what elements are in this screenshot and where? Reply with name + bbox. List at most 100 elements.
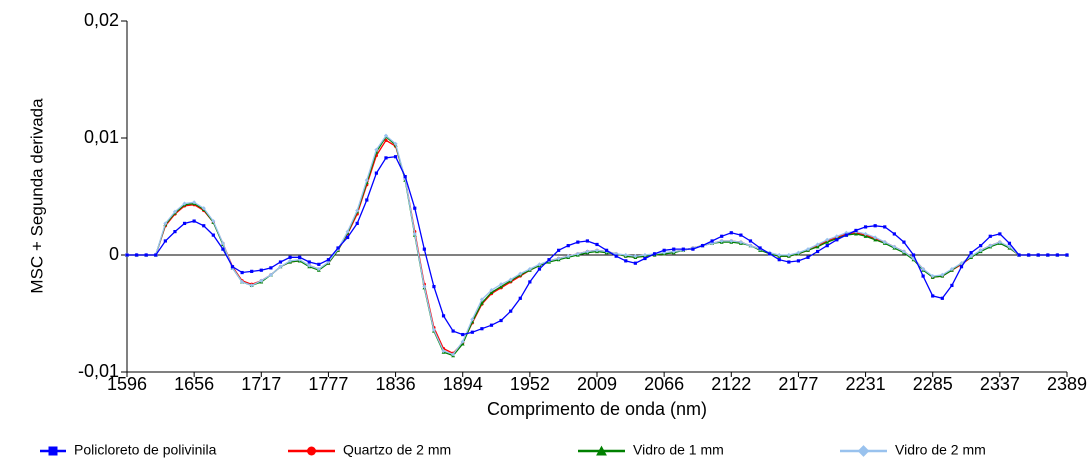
data-point (556, 256, 561, 261)
data-point (873, 235, 878, 240)
data-point (173, 230, 177, 234)
data-point (172, 209, 178, 214)
data-point (355, 208, 360, 213)
data-point (393, 155, 398, 159)
data-point (288, 255, 292, 259)
data-point (499, 284, 504, 289)
data-point (537, 262, 542, 267)
data-point (1017, 253, 1021, 257)
data-point (892, 232, 896, 236)
data-point (163, 239, 167, 243)
data-point (979, 244, 983, 248)
data-point (642, 252, 648, 258)
data-point (575, 251, 580, 256)
data-point (374, 171, 378, 175)
data-point (489, 288, 494, 293)
data-point (278, 264, 283, 269)
data-point (825, 244, 829, 248)
legend-marker (857, 445, 870, 457)
data-point (499, 282, 504, 287)
data-point (240, 270, 244, 275)
data-point (921, 266, 926, 272)
data-point (854, 228, 858, 233)
data-point (422, 247, 426, 251)
data-point (576, 240, 580, 244)
data-point (460, 342, 465, 346)
data-point (978, 248, 983, 253)
data-point (594, 248, 600, 253)
data-point (901, 249, 907, 254)
data-point (134, 253, 139, 257)
data-point (796, 250, 801, 255)
plot-area (127, 21, 1067, 372)
data-point (441, 314, 446, 318)
data-point (499, 318, 503, 323)
data-point (201, 206, 206, 211)
x-tick-label: 2066 (644, 374, 684, 394)
data-point (748, 243, 753, 248)
data-point (738, 240, 743, 245)
data-point (480, 327, 484, 331)
data-point (489, 323, 494, 327)
data-point (652, 252, 657, 256)
data-point (902, 240, 906, 244)
data-point (528, 280, 532, 284)
x-tick-label: 2337 (980, 374, 1020, 394)
data-point (988, 234, 992, 238)
data-point (1036, 253, 1040, 257)
data-point (672, 247, 676, 251)
data-point (940, 296, 944, 300)
data-point (566, 254, 571, 259)
data-point (479, 301, 484, 305)
data-point (163, 221, 168, 226)
data-point (930, 273, 935, 279)
data-point (873, 224, 877, 228)
data-point (729, 238, 734, 244)
data-point (365, 198, 369, 202)
x-tick-label: 2231 (846, 374, 886, 394)
data-point (739, 233, 743, 237)
data-point (595, 242, 599, 247)
data-point (624, 259, 628, 263)
data-point (441, 348, 446, 354)
data-point (125, 253, 129, 257)
data-point (364, 178, 369, 183)
data-point (384, 156, 388, 160)
data-point (633, 254, 638, 259)
x-tick-label: 1596 (107, 374, 147, 394)
data-point (1007, 244, 1012, 249)
data-point (777, 252, 782, 258)
data-point (278, 260, 283, 264)
data-point (863, 225, 868, 229)
x-tick-label: 2122 (711, 374, 751, 394)
data-point (816, 249, 820, 254)
data-point (489, 290, 494, 295)
data-point (729, 231, 733, 235)
data-point (787, 260, 791, 264)
data-point (269, 266, 273, 270)
series-line (127, 135, 1067, 357)
data-point (412, 231, 417, 237)
data-point (614, 254, 618, 258)
data-point (921, 274, 925, 278)
data-point (192, 200, 197, 205)
series-line (127, 139, 1067, 355)
data-point (144, 253, 148, 257)
data-point (643, 256, 647, 261)
data-point (403, 175, 407, 179)
data-point (432, 284, 436, 289)
y-tick-label: 0 (109, 244, 119, 264)
data-point (691, 247, 695, 251)
data-point (317, 262, 321, 266)
legend-marker (307, 446, 316, 456)
y-tick-label: -0,01 (78, 361, 119, 381)
data-point (720, 234, 724, 238)
data-point (211, 233, 215, 237)
data-point (240, 279, 245, 284)
data-point (393, 141, 398, 146)
x-axis-title: Comprimento de onda (nm) (487, 399, 707, 419)
data-point (316, 266, 321, 272)
data-point (997, 240, 1002, 245)
data-point (1046, 253, 1050, 257)
